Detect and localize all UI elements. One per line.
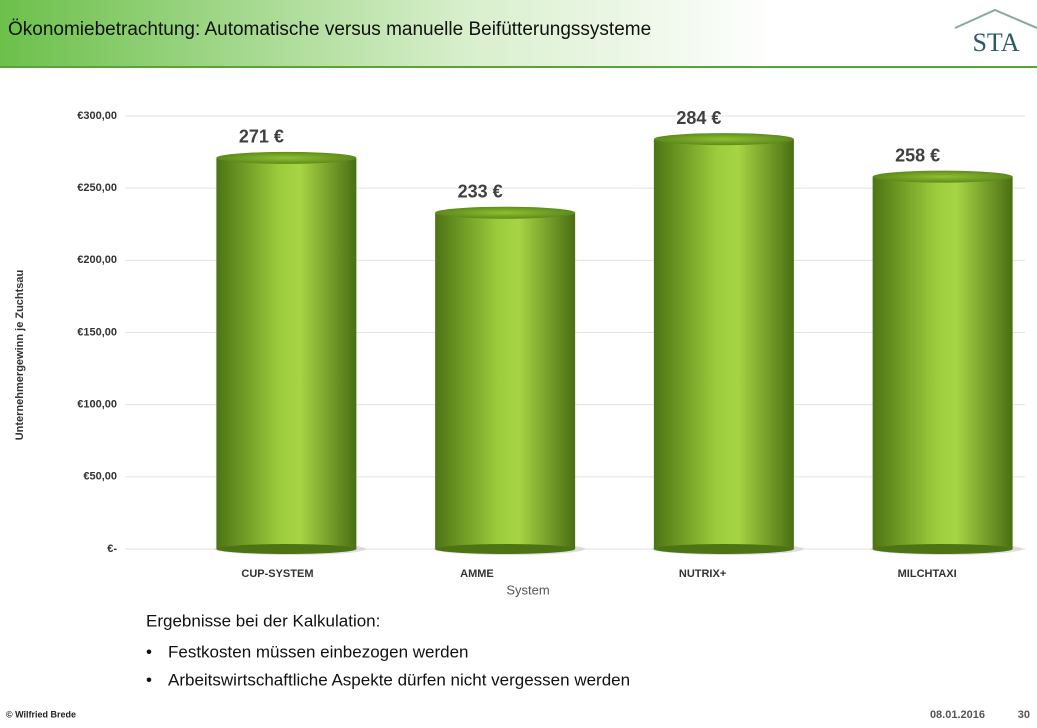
x-tick-label: NUTRIX+ [679,568,726,580]
bar [435,212,576,549]
bar [872,176,1013,549]
bar [216,157,357,549]
header-band [0,0,1037,66]
data-label: 233 € [458,181,503,201]
bullet-dot: • [146,670,152,689]
bar-top [435,206,576,219]
y-axis-label: Unternehmergewinn je Zuchtsau [14,270,26,441]
y-tick-label: €100,00 [77,399,117,411]
x-axis-label: System [506,582,549,597]
data-label: 284 € [676,108,721,128]
logo-roof [954,8,1037,29]
y-tick-label: €200,00 [77,254,117,266]
notes-heading: Ergebnisse bei der Kalkulation: [146,611,380,630]
bar-base [216,544,357,554]
x-tick-label: CUP-SYSTEM [241,568,313,580]
y-tick-label: €250,00 [77,182,117,194]
logo: STA [972,28,1019,57]
bar-base [872,544,1013,554]
bar-top [872,170,1013,183]
bullet: Festkosten müssen einbezogen werden [168,642,469,661]
bar-base [653,544,794,554]
data-label: 271 € [239,127,284,147]
slide-title: Ökonomiebetrachtung: Automatische versus… [8,19,651,40]
y-tick-label: €- [107,543,117,555]
bar-base [435,544,576,554]
data-label: 258 € [895,145,940,165]
footer-date: 08.01.2016 [930,709,985,721]
y-tick-label: €150,00 [77,326,117,338]
bar-top [216,151,357,164]
y-tick-label: €300,00 [77,110,117,122]
bar-top [653,133,794,146]
bar [653,139,794,550]
x-tick-label: MILCHTAXI [898,568,957,580]
footer-author: © Wilfried Brede [6,709,76,719]
bullet: Arbeitswirtschaftliche Aspekte dürfen ni… [168,670,630,689]
footer-page: 30 [1018,709,1030,721]
bullet-dot: • [146,642,152,661]
x-tick-label: AMME [460,568,494,580]
y-tick-label: €50,00 [83,471,117,483]
